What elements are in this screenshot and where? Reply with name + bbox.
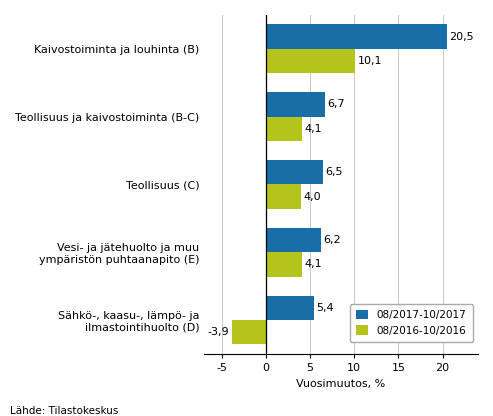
Bar: [266, 49, 355, 73]
Bar: [266, 228, 321, 252]
Bar: [266, 116, 302, 141]
Bar: [266, 252, 302, 277]
Text: 5,4: 5,4: [316, 303, 333, 313]
Text: 6,2: 6,2: [323, 235, 341, 245]
Legend: 08/2017-10/2017, 08/2016-10/2016: 08/2017-10/2017, 08/2016-10/2016: [350, 304, 473, 342]
Text: Lähde: Tilastokeskus: Lähde: Tilastokeskus: [10, 406, 118, 416]
Bar: [232, 320, 266, 344]
Text: 10,1: 10,1: [357, 56, 382, 66]
Text: 4,1: 4,1: [304, 260, 322, 270]
Bar: [266, 160, 323, 184]
Text: 6,7: 6,7: [327, 99, 345, 109]
Bar: [266, 296, 314, 320]
Text: 4,1: 4,1: [304, 124, 322, 134]
Text: 20,5: 20,5: [449, 32, 474, 42]
Text: -3,9: -3,9: [208, 327, 229, 337]
Bar: [266, 92, 325, 116]
Text: 6,5: 6,5: [325, 167, 343, 177]
Bar: [266, 25, 447, 49]
X-axis label: Vuosimuutos, %: Vuosimuutos, %: [296, 379, 386, 389]
Text: 4,0: 4,0: [304, 192, 321, 202]
Bar: [266, 184, 301, 209]
